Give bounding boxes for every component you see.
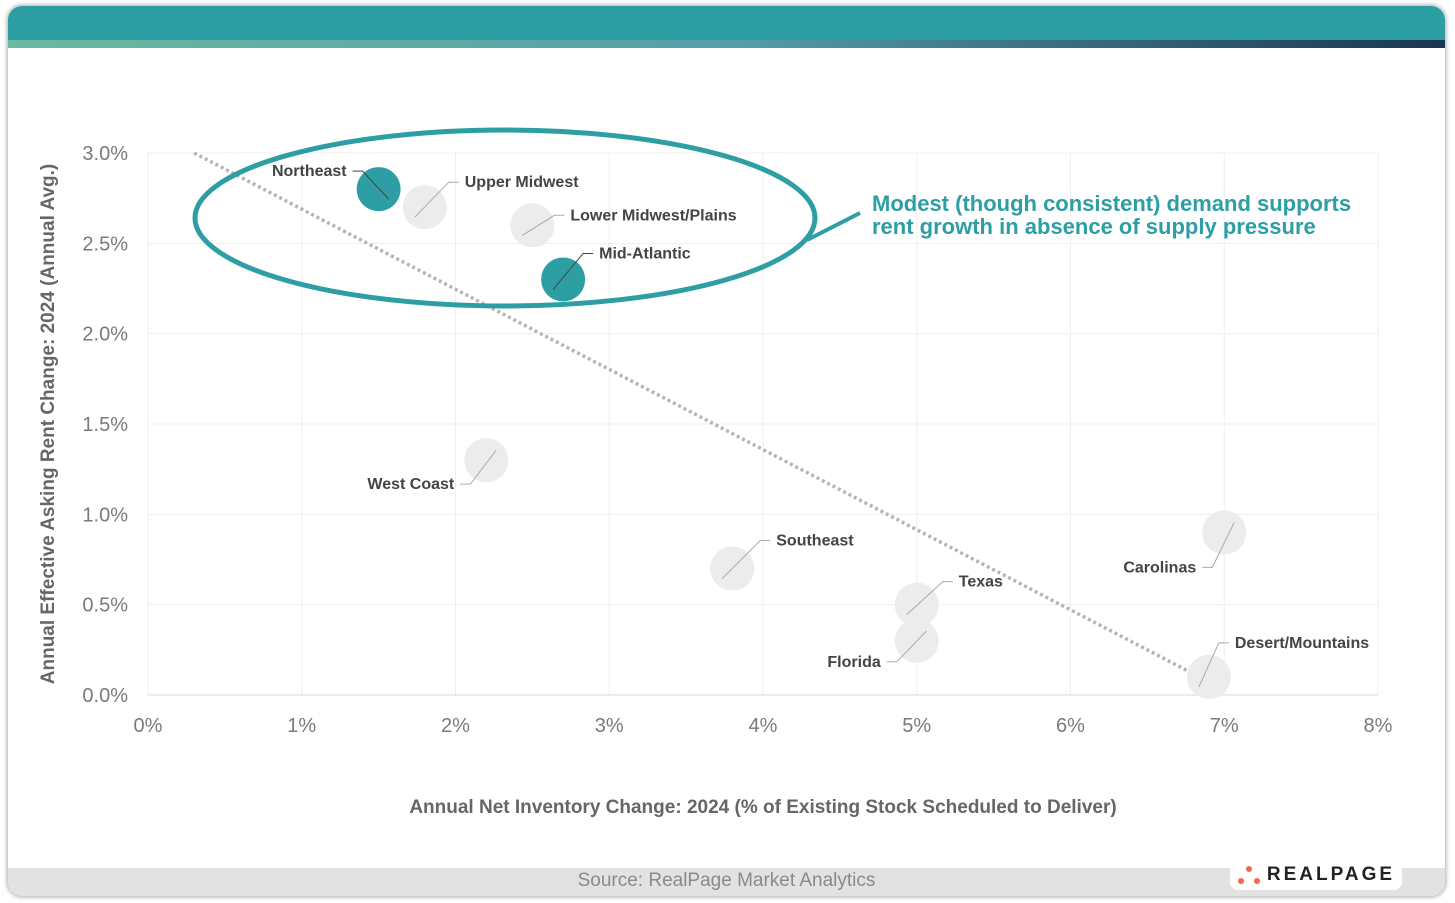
point-label: West Coast bbox=[367, 476, 455, 493]
leader-line bbox=[414, 181, 459, 218]
y-tick-label: 1.0% bbox=[82, 504, 128, 526]
x-tick-label: 1% bbox=[287, 715, 316, 737]
header-bar bbox=[8, 6, 1445, 40]
point-label: Northeast bbox=[272, 163, 347, 180]
x-tick-label: 8% bbox=[1364, 715, 1393, 737]
realpage-logo: REALPAGE bbox=[1230, 860, 1402, 890]
y-tick-label: 2.5% bbox=[82, 233, 128, 255]
y-axis-title: Annual Effective Asking Rent Change: 202… bbox=[38, 164, 59, 684]
point-label: Desert/Mountains bbox=[1235, 635, 1369, 652]
point-label: Lower Midwest/Plains bbox=[570, 207, 736, 224]
footer-bar: Source: RealPage Market Analytics bbox=[8, 868, 1445, 896]
data-point[interactable]: Desert/Mountains bbox=[1186, 635, 1369, 699]
source-note: Source: RealPage Market Analytics bbox=[577, 870, 876, 891]
x-tick-label: 3% bbox=[595, 715, 624, 737]
point-marker[interactable] bbox=[541, 257, 586, 302]
y-tick-label: 2.0% bbox=[82, 324, 128, 346]
x-axis-title: Annual Net Inventory Change: 2024 (% of … bbox=[409, 797, 1116, 818]
data-point[interactable]: Carolinas bbox=[1123, 510, 1247, 576]
point-marker[interactable] bbox=[464, 438, 509, 483]
x-tick-label: 4% bbox=[749, 715, 778, 737]
data-point[interactable]: Southeast bbox=[710, 533, 854, 591]
trendline bbox=[193, 151, 1218, 688]
leader-line bbox=[552, 252, 594, 290]
data-point[interactable]: Mid-Atlantic bbox=[541, 245, 691, 302]
y-tick-label: 0.5% bbox=[82, 595, 128, 617]
leader-line bbox=[352, 170, 389, 200]
leader-line bbox=[1202, 522, 1235, 568]
point-label: Florida bbox=[827, 654, 880, 671]
point-label: Southeast bbox=[776, 533, 854, 550]
data-point[interactable]: Upper Midwest bbox=[402, 174, 579, 230]
annotation-text: Modest (though consistent) demand suppor… bbox=[872, 192, 1351, 238]
annotation-line: Modest (though consistent) demand suppor… bbox=[872, 191, 1352, 216]
point-label: Mid-Atlantic bbox=[599, 245, 691, 262]
highlight-ellipse bbox=[192, 127, 818, 309]
point-marker[interactable] bbox=[1202, 510, 1247, 555]
annotation-line: rent growth in absence of supply pressur… bbox=[872, 214, 1316, 239]
point-label: Texas bbox=[959, 574, 1003, 591]
leader-line bbox=[522, 214, 565, 236]
point-label: Carolinas bbox=[1123, 559, 1196, 576]
data-point[interactable]: Lower Midwest/Plains bbox=[510, 203, 737, 248]
x-tick-label: 2% bbox=[441, 715, 470, 737]
point-marker[interactable] bbox=[894, 582, 939, 627]
data-point[interactable]: West Coast bbox=[367, 438, 509, 493]
y-tick-label: 1.5% bbox=[82, 414, 128, 436]
leader-line bbox=[721, 540, 771, 579]
x-tick-label: 0% bbox=[134, 715, 163, 737]
leader-line bbox=[886, 630, 928, 663]
logo-text: REALPAGE bbox=[1266, 864, 1396, 885]
logo-dots-icon bbox=[1237, 866, 1260, 884]
x-tick-label: 7% bbox=[1210, 715, 1239, 737]
x-tick-label: 5% bbox=[902, 715, 931, 737]
point-marker[interactable] bbox=[510, 203, 555, 248]
leader-line bbox=[906, 581, 953, 616]
point-label: Upper Midwest bbox=[465, 174, 579, 191]
y-tick-label: 0.0% bbox=[82, 685, 128, 707]
annotation-pointer bbox=[806, 211, 861, 242]
leader-line bbox=[1198, 642, 1229, 688]
leader-line bbox=[460, 449, 497, 485]
data-point[interactable]: Texas bbox=[894, 574, 1003, 627]
point-marker[interactable] bbox=[1186, 654, 1231, 699]
point-marker[interactable] bbox=[356, 167, 401, 212]
x-tick-label: 6% bbox=[1056, 715, 1085, 737]
data-point[interactable]: Northeast bbox=[272, 163, 401, 212]
gradient-stripe bbox=[8, 40, 1445, 48]
y-tick-label: 3.0% bbox=[82, 143, 128, 165]
data-point[interactable]: Florida bbox=[827, 618, 939, 671]
